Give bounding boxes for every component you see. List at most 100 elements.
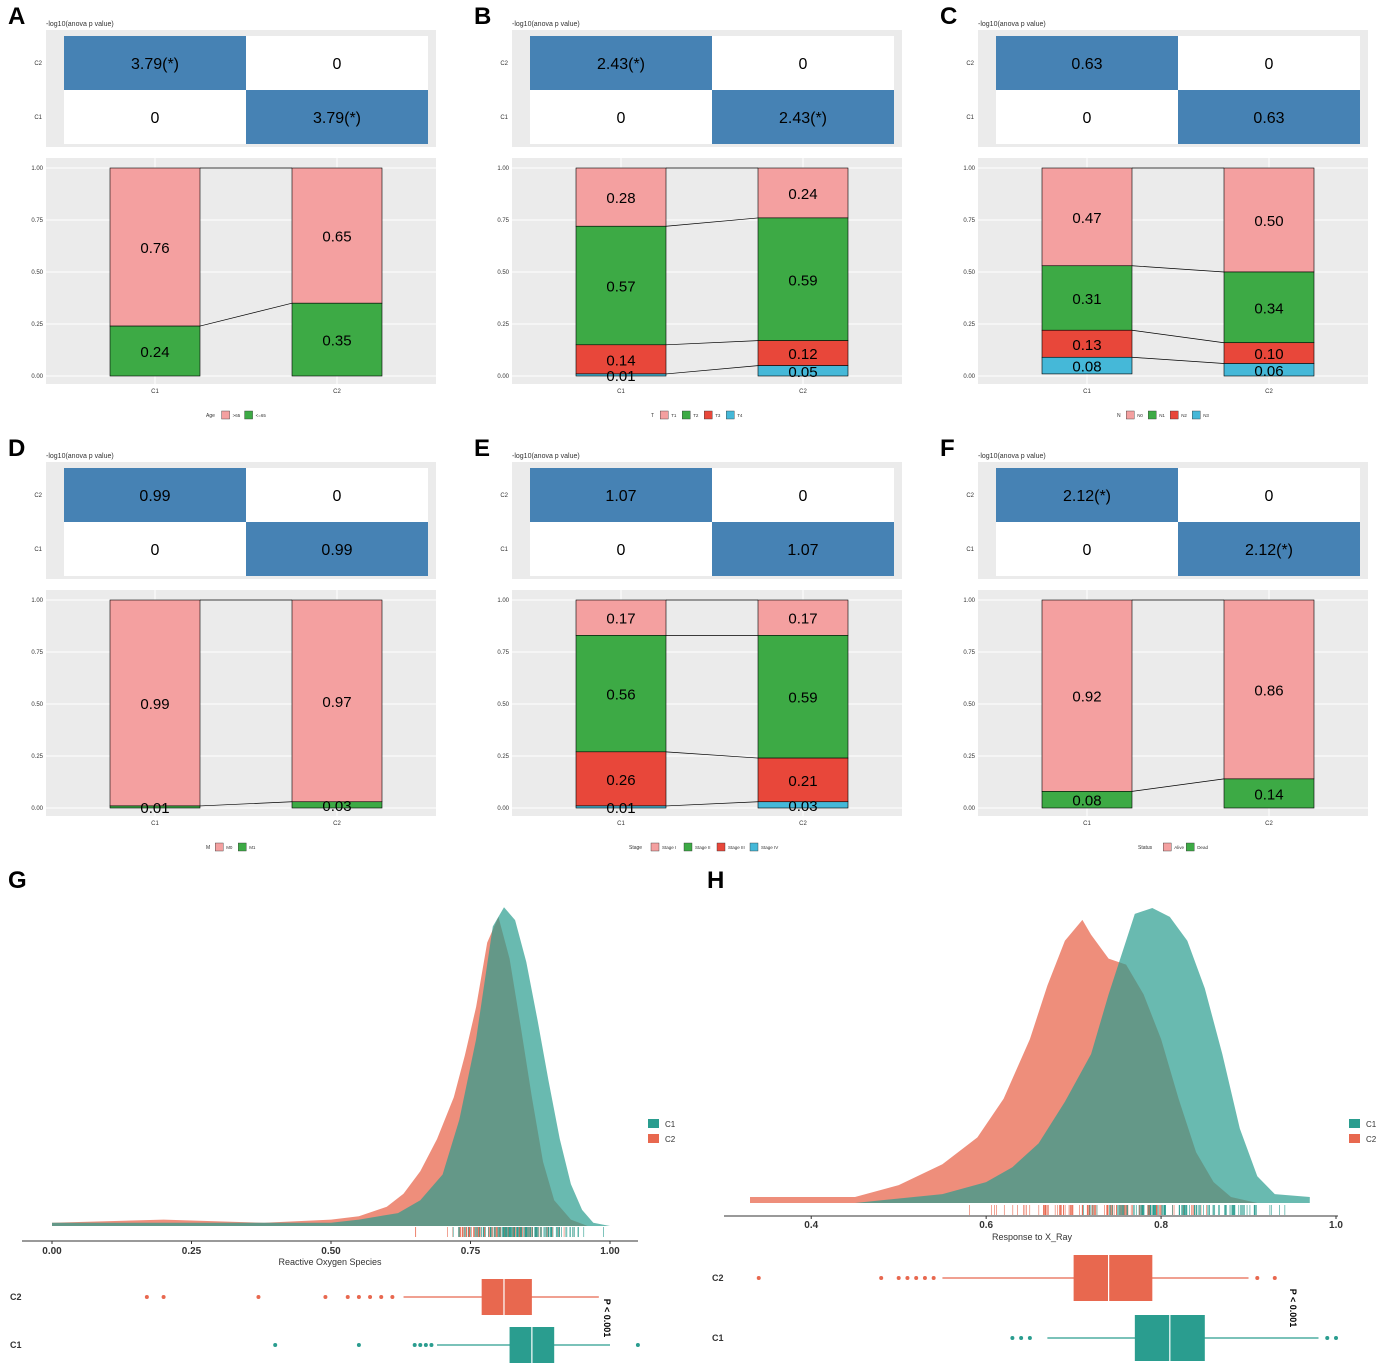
heatmap-cell-value: 1.07: [787, 542, 818, 559]
bar-segment: [575, 599, 667, 636]
bar-data-label: 0.01: [606, 800, 635, 817]
y-tick-label: 0.75: [497, 218, 509, 224]
legend-label: N0: [1137, 413, 1143, 418]
boxplot-outlier: [418, 1343, 423, 1347]
legend-label: N1: [1159, 413, 1165, 418]
x-tick-label: C1: [1083, 389, 1091, 395]
legend-swatch: [726, 410, 735, 420]
heatmap-row-label: C2: [966, 493, 974, 499]
bar-data-label: 0.57: [606, 279, 635, 296]
bar-segment: [1223, 271, 1315, 344]
boxplot-outlier: [412, 1343, 417, 1347]
panel-E: E -log10(anova p value) C2 1.07 0 C1 0 1.07 0.00…: [474, 435, 902, 852]
boxplot-outlier: [1325, 1336, 1330, 1340]
bar-data-label: 0.31: [1072, 291, 1101, 308]
boxplot-group-label: C1: [10, 1340, 22, 1350]
legend-title: Age: [206, 413, 215, 419]
boxplot-outlier: [356, 1295, 361, 1299]
legend-swatch: [1169, 410, 1179, 420]
heatmap-row-label: C2: [34, 493, 42, 499]
bar-data-label: 0.14: [606, 352, 635, 369]
panel-letter-A: A: [8, 3, 25, 30]
bar-data-label: 0.34: [1254, 300, 1283, 317]
y-tick-label: 0.75: [963, 650, 975, 656]
heatmap-row-label: C1: [966, 115, 974, 121]
heatmap-cell-value: 0: [333, 56, 342, 73]
bar-segment: [1041, 329, 1133, 358]
heatmap-cell: [246, 468, 428, 522]
legend-label: Stage IV: [761, 845, 778, 850]
boxplot-outlier: [345, 1295, 350, 1299]
bar-data-label: 0.05: [788, 364, 817, 381]
heatmap-cell-value: 0: [617, 542, 626, 559]
bar-segment: [1041, 265, 1133, 331]
legend-label: C1: [1366, 1120, 1377, 1129]
heatmap-cell-value: 2.43(*): [597, 56, 645, 73]
bar-segment: [109, 167, 201, 327]
panel-F: F -log10(anova p value) C2 2.12(*) 0 C1 0 2.12(…: [940, 435, 1368, 852]
boxplot-group-label: C2: [712, 1273, 724, 1283]
y-tick-label: 1.00: [497, 598, 509, 604]
bar-segment: [757, 217, 849, 341]
boxplot-outlier: [1027, 1336, 1032, 1340]
legend-swatch: [1349, 1119, 1360, 1128]
y-tick-label: 0.75: [31, 218, 43, 224]
legend-swatch: [214, 842, 224, 852]
bar-data-label: 0.01: [606, 368, 635, 385]
connector-line: [1131, 778, 1225, 792]
legend-label: M0: [226, 845, 233, 850]
legend-label: Stage III: [728, 845, 745, 850]
y-tick-label: 0.00: [963, 374, 975, 380]
legend-swatch: [650, 842, 660, 852]
bar-data-label: 0.59: [788, 690, 817, 707]
y-tick-label: 1.00: [31, 598, 43, 604]
bar-segment: [1041, 167, 1133, 267]
bar-segment: [575, 167, 667, 227]
heatmap-title: -log10(anova p value): [978, 453, 1046, 460]
legend-swatch: [683, 842, 693, 852]
x-tick-label: C2: [333, 821, 341, 827]
legend-label: Stage I: [662, 845, 676, 850]
heatmap-cell-value: 0: [1083, 110, 1092, 127]
x-tick-label: 0.8: [1154, 1220, 1168, 1231]
bar-data-label: 0.99: [140, 696, 169, 713]
heatmap-cell-value: 2.12(*): [1063, 488, 1111, 505]
heatmap-cell-value: 0.99: [139, 488, 170, 505]
y-tick-label: 0.00: [31, 806, 43, 812]
bar-segment: [291, 302, 383, 377]
heatmap-cell: [530, 522, 712, 576]
heatmap-cell: [530, 36, 712, 90]
boxplot-outlier: [323, 1295, 328, 1299]
heatmap-row-label: C1: [966, 547, 974, 553]
heatmap-cell-value: 0: [799, 56, 808, 73]
bar-data-label: 0.12: [788, 346, 817, 363]
legend-label: T1: [671, 413, 677, 418]
y-tick-label: 0.00: [497, 806, 509, 812]
boxplot-outlier: [1019, 1336, 1024, 1340]
x-tick-label: C1: [151, 389, 159, 395]
heatmap-cell-value: 0: [333, 488, 342, 505]
y-tick-label: 0.75: [31, 650, 43, 656]
legend-swatch: [1349, 1134, 1360, 1143]
legend-title: T: [651, 413, 654, 419]
x-tick-label: 0.00: [42, 1246, 62, 1257]
bar-segment: [291, 801, 383, 809]
x-axis-label: Reactive Oxygen Species: [278, 1257, 382, 1267]
bar-segment: [109, 599, 201, 807]
legend-swatch: [237, 842, 247, 852]
heatmap-cell-value: 0: [151, 110, 160, 127]
bar-segment: [1041, 791, 1133, 809]
legend-label: T2: [693, 413, 699, 418]
y-tick-label: 0.50: [497, 270, 509, 276]
bar-data-label: 0.24: [788, 186, 817, 203]
boxplot-outlier: [161, 1295, 166, 1299]
boxplot-outlier: [429, 1343, 434, 1347]
legend-label: Stage II: [695, 845, 711, 850]
legend-swatch: [648, 1134, 659, 1143]
legend-label: T3: [715, 413, 721, 418]
bar-segment: [575, 635, 667, 753]
heatmap-row-label: C1: [500, 547, 508, 553]
bar-segment: [575, 373, 667, 377]
x-tick-label: C1: [617, 821, 625, 827]
boxplot-outlier: [390, 1295, 395, 1299]
